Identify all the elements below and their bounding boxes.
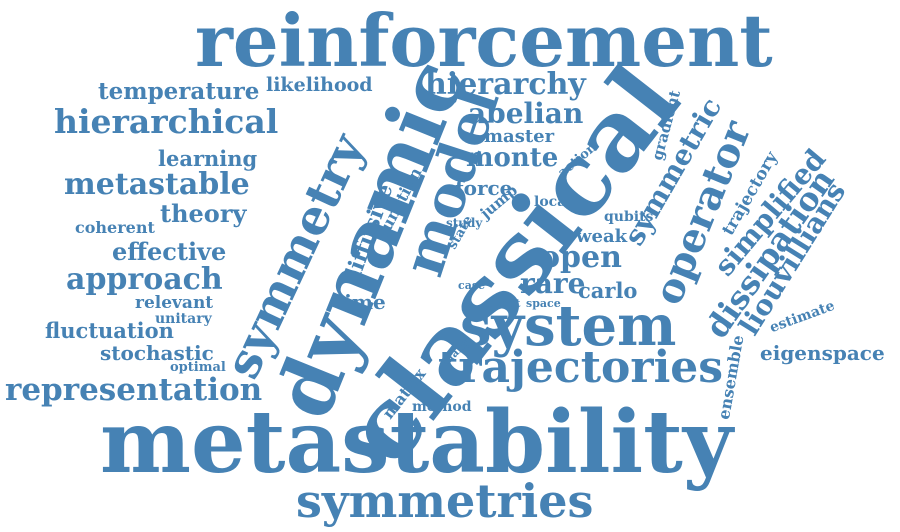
word-master: master <box>484 126 555 147</box>
word-coherent: coherent <box>75 218 155 237</box>
word-trajectories: trajectories <box>438 342 724 393</box>
word-force: force <box>455 176 513 200</box>
word-case: case <box>458 279 486 292</box>
word-event: event <box>487 297 521 310</box>
word-symmetries: symmetries <box>296 474 594 528</box>
word-metastable: metastable <box>64 167 250 202</box>
word-time: time <box>335 290 386 314</box>
word-metastability: metastability <box>100 392 733 493</box>
word-temperature: temperature <box>98 78 260 105</box>
word-abelian: abelian <box>468 97 584 130</box>
word-stochastic: stochastic <box>100 341 214 365</box>
word-fluctuation: fluctuation <box>45 318 174 343</box>
word-monte: monte <box>466 143 559 173</box>
word-space: space <box>526 297 561 310</box>
word-relevant: relevant <box>135 293 214 313</box>
word-optimal: optimal <box>170 360 226 375</box>
word-hierarchy: hierarchy <box>425 67 586 102</box>
word-system: system <box>460 293 677 359</box>
word-rare: rare <box>520 267 586 300</box>
word-method: method <box>412 399 472 415</box>
word-reinforcement: reinforcement <box>195 0 773 83</box>
word-effective: effective <box>112 237 227 266</box>
word-carlo: carlo <box>578 278 638 303</box>
word-learning: learning <box>158 146 258 171</box>
word-study: study <box>446 216 483 230</box>
word-unitary: unitary <box>155 311 212 327</box>
word-approach: approach <box>66 262 223 297</box>
word-open: open <box>540 240 622 275</box>
word-likelihood: likelihood <box>266 74 373 96</box>
word-qubits: qubits <box>604 209 654 225</box>
word-representation: representation <box>5 372 263 408</box>
word-weak: weak <box>576 226 628 247</box>
word-theory: theory <box>160 199 247 228</box>
word-local: local <box>534 194 572 210</box>
word-eigenspace: eigenspace <box>760 341 885 365</box>
word-hierarchical: hierarchical <box>54 102 279 141</box>
